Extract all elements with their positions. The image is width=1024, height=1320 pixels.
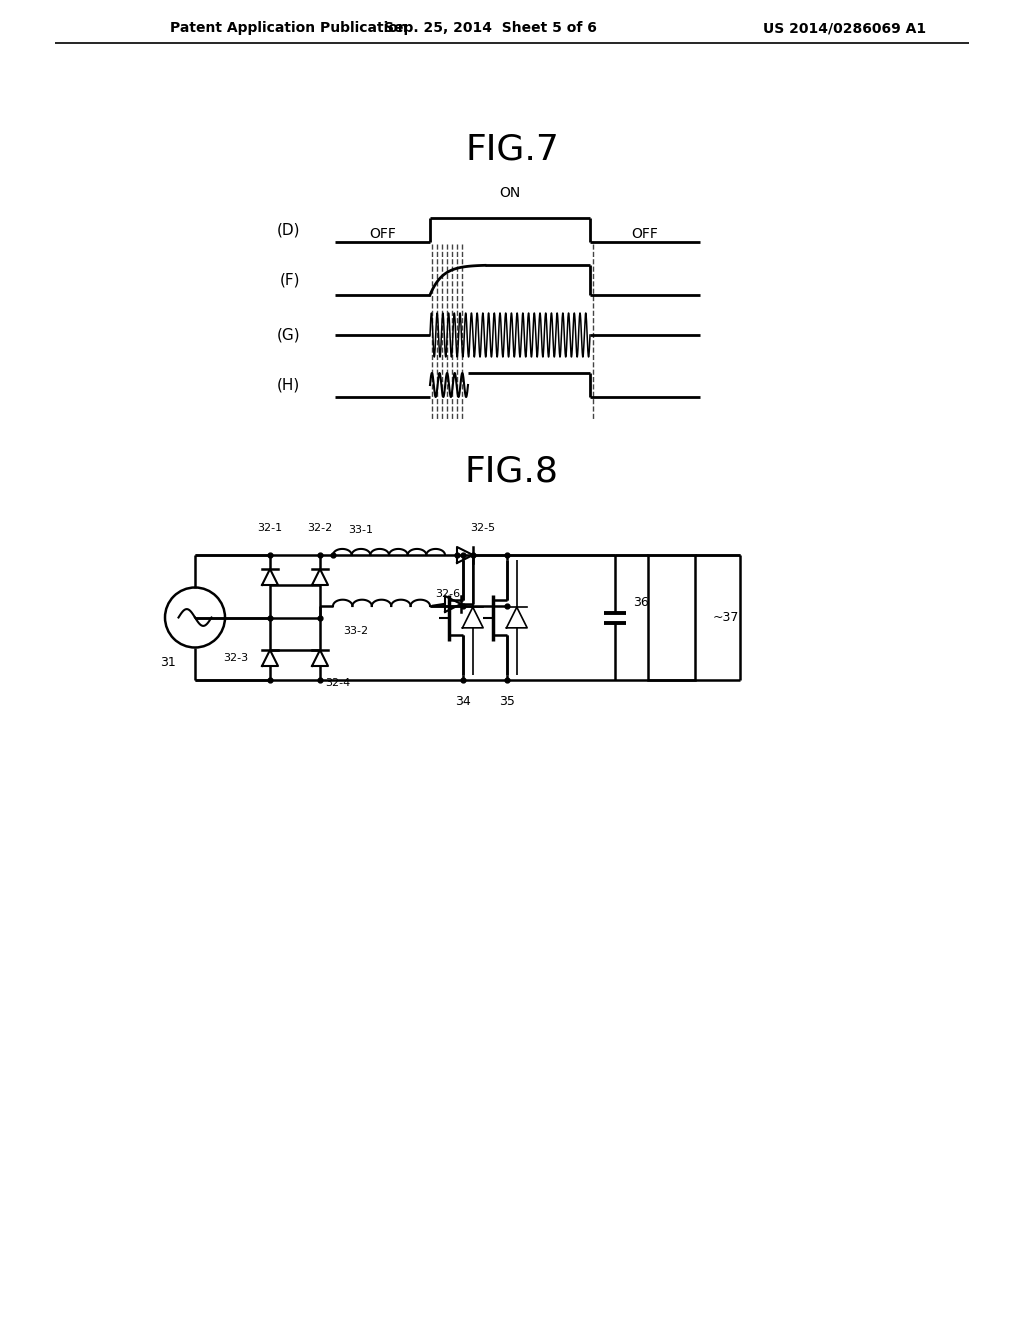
Text: OFF: OFF (632, 227, 658, 242)
Text: (D): (D) (276, 223, 300, 238)
Text: 34: 34 (455, 696, 471, 708)
Text: 32-4: 32-4 (325, 678, 350, 688)
Text: 32-6: 32-6 (435, 589, 460, 599)
Text: US 2014/0286069 A1: US 2014/0286069 A1 (764, 21, 927, 36)
Text: Patent Application Publication: Patent Application Publication (170, 21, 408, 36)
Bar (648, 554, 695, 680)
Text: ON: ON (500, 186, 520, 201)
Text: 32-5: 32-5 (470, 523, 496, 533)
Text: 32-1: 32-1 (257, 523, 283, 533)
Text: Sep. 25, 2014  Sheet 5 of 6: Sep. 25, 2014 Sheet 5 of 6 (384, 21, 596, 36)
Text: 32-2: 32-2 (307, 523, 333, 533)
Text: (H): (H) (276, 378, 300, 392)
Text: 35: 35 (499, 696, 515, 708)
Text: 32-3: 32-3 (223, 653, 248, 663)
Text: (G): (G) (276, 327, 300, 342)
Text: 31: 31 (160, 656, 176, 669)
Text: FIG.7: FIG.7 (465, 133, 559, 168)
Text: 33-2: 33-2 (343, 626, 368, 636)
Text: (F): (F) (280, 272, 300, 288)
Text: 33-1: 33-1 (348, 525, 373, 535)
Text: 36: 36 (633, 597, 649, 609)
Text: ~37: ~37 (713, 611, 739, 624)
Text: FIG.8: FIG.8 (465, 455, 559, 488)
Text: OFF: OFF (369, 227, 396, 242)
